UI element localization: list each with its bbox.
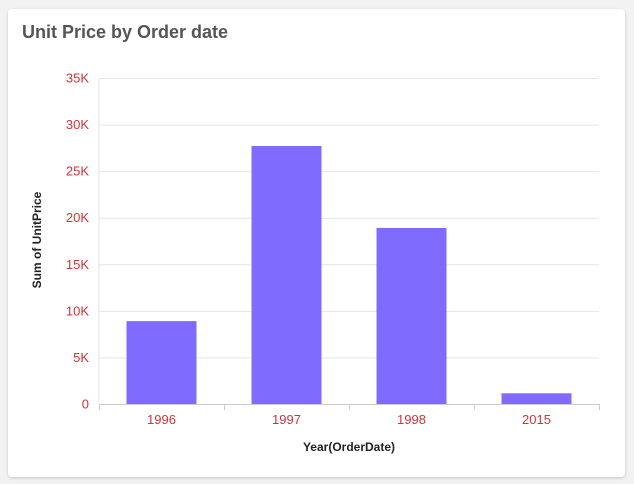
gridlines (98, 78, 599, 405)
axes: 0 5K 10K 15K 20K 25K 30K 35K 1996 1997 1998 2015 (66, 71, 600, 427)
x-axis-label: Year(OrderDate) (303, 440, 395, 454)
y-tick-label: 30K (66, 117, 89, 132)
bar-1997[interactable] (251, 145, 322, 404)
y-tick-label: 10K (66, 303, 89, 318)
x-tick-label: 1996 (147, 412, 176, 427)
y-axis-label: Sum of UnitPrice (30, 191, 44, 288)
chart-title: Unit Price by Order date (22, 22, 229, 42)
y-tick-label: 0 (82, 397, 89, 412)
x-tick-label: 1998 (397, 412, 426, 427)
y-tick-label: 20K (66, 210, 89, 225)
bars (126, 145, 572, 404)
bar-1998[interactable] (376, 227, 447, 404)
bar-2015[interactable] (501, 393, 572, 404)
x-tick-label: 1997 (272, 412, 301, 427)
x-tick-label: 2015 (522, 412, 551, 427)
y-tick-label: 15K (66, 257, 89, 272)
y-tick-label: 35K (66, 71, 89, 86)
y-tick-label: 25K (66, 164, 89, 179)
bar-1996[interactable] (126, 321, 197, 404)
y-tick-label: 5K (73, 350, 89, 365)
